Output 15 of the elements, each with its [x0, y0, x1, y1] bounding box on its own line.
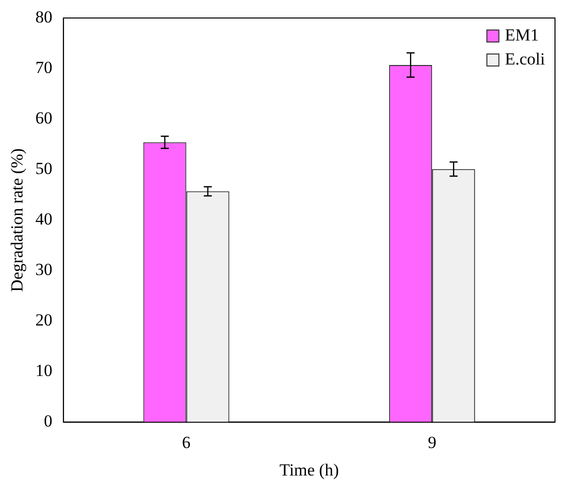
legend-label: EM1	[504, 25, 539, 44]
y-tick-label: 60	[35, 108, 52, 128]
y-tick-label: 20	[35, 310, 52, 330]
legend-label: E.coli	[504, 49, 546, 68]
x-tick-label: 9	[428, 432, 436, 452]
y-tick-label: 0	[44, 412, 52, 431]
y-tick-label: 30	[35, 260, 52, 280]
y-tick-label: 40	[35, 210, 52, 229]
y-tick-label: 10	[35, 361, 52, 380]
y-tick-label: 80	[35, 7, 52, 26]
x-tick-label: 6	[182, 432, 191, 452]
y-tick-label: 50	[35, 159, 52, 178]
x-axis-title: Time (h)	[280, 460, 339, 480]
y-axis-title: Degradation rate (%)	[8, 148, 27, 292]
y-tick-label: 70	[35, 58, 52, 77]
